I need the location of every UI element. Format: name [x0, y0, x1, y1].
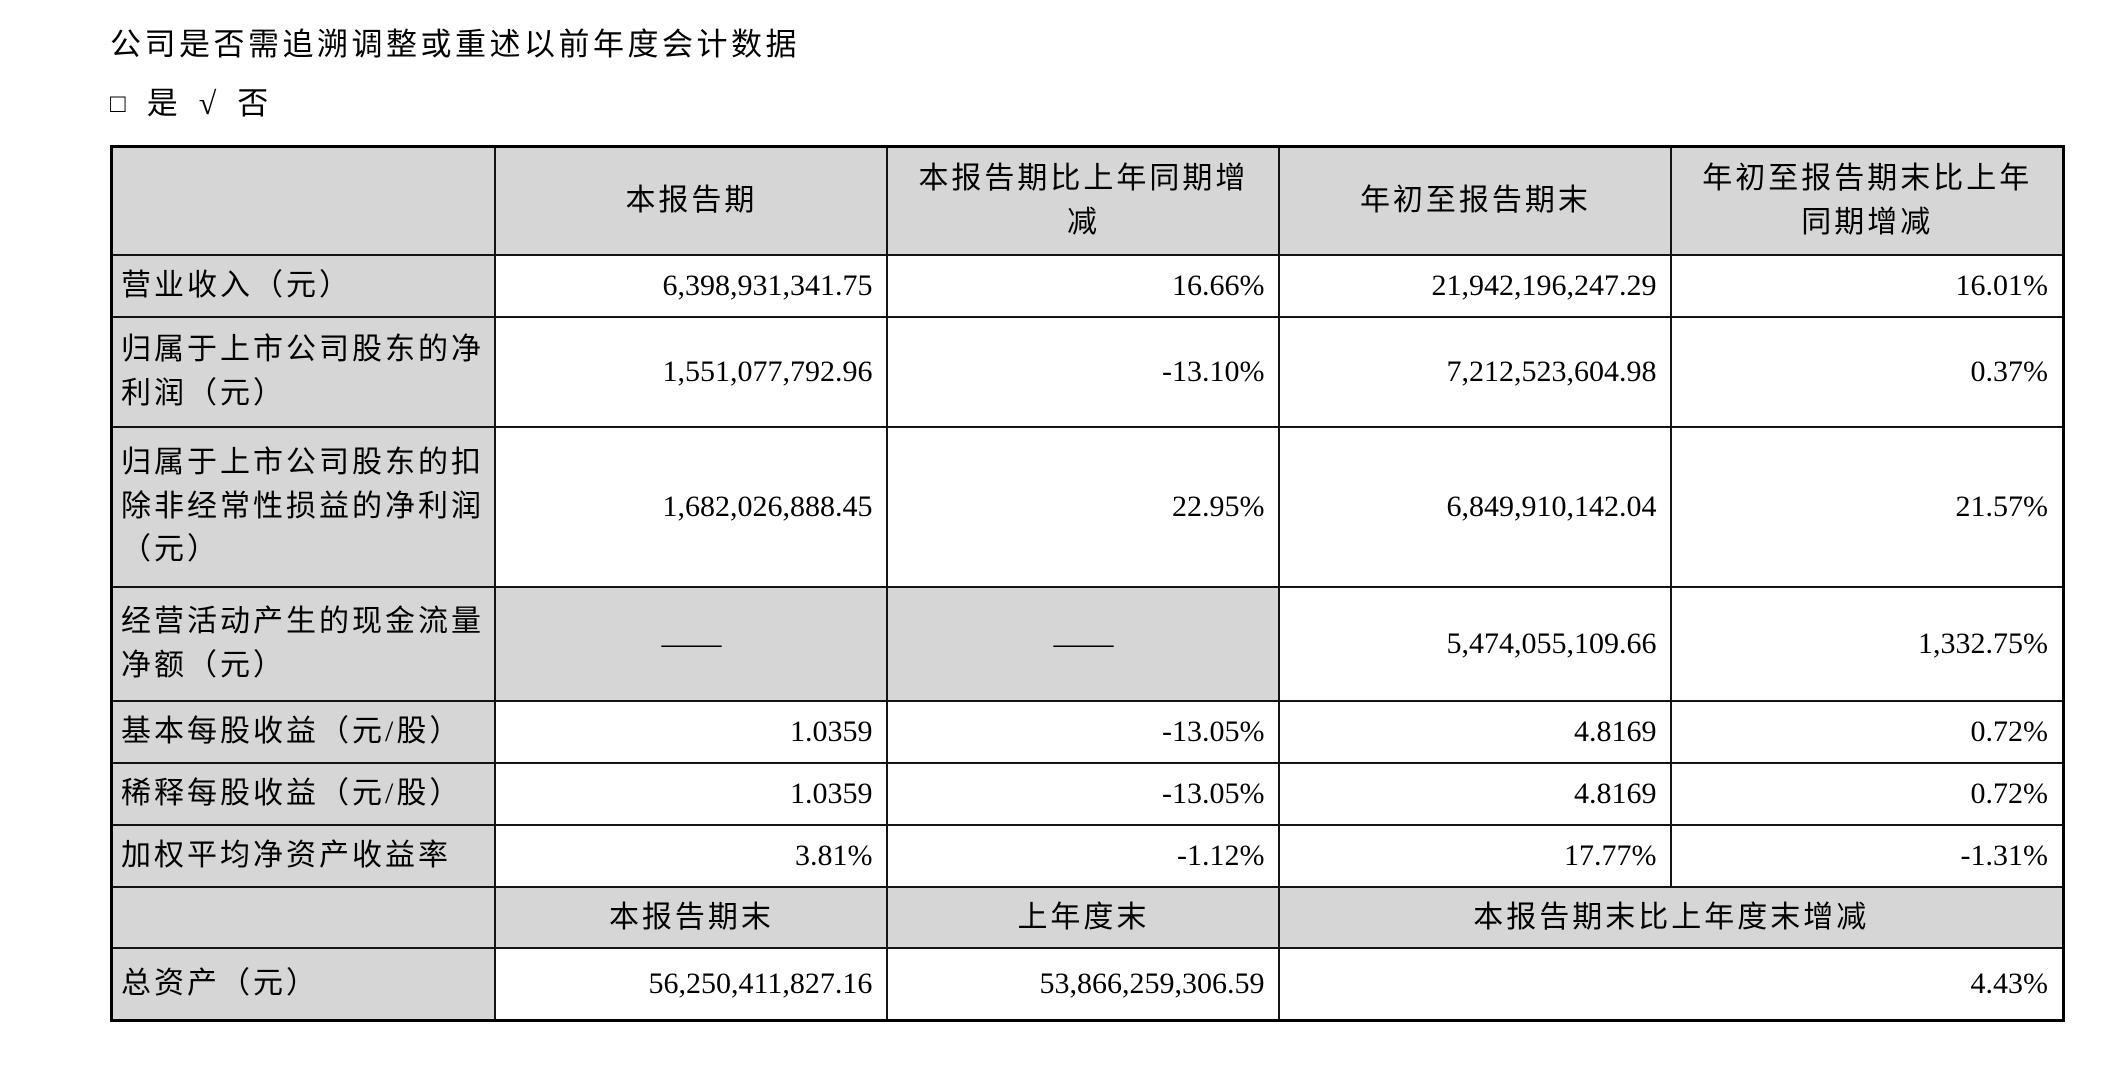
metric-value: 4.8169 — [1278, 761, 1673, 826]
table-second-header-row: 本报告期末 上年度末 本报告期末比上年度末增减 — [110, 885, 2065, 950]
metric-value: 0.37% — [1670, 315, 2065, 428]
metric-value: 16.66% — [886, 253, 1281, 318]
col-header-end-of-period: 本报告期末 — [494, 885, 889, 950]
metric-label: 基本每股收益（元/股） — [110, 699, 497, 764]
metric-value: 22.95% — [886, 425, 1281, 588]
col-header-end-of-prior-year: 上年度末 — [886, 885, 1281, 950]
check-mark-icon: √ — [198, 85, 218, 122]
restatement-question: 公司是否需追溯调整或重述以前年度会计数据 — [110, 27, 800, 62]
metric-value: -1.31% — [1670, 823, 2065, 888]
table-row-operating-cash-flow: 经营活动产生的现金流量净额（元） —— —— 5,474,055,109.66 … — [110, 585, 2065, 702]
metric-label: 归属于上市公司股东的净利润（元） — [110, 315, 497, 428]
metric-value: 0.72% — [1670, 761, 2065, 826]
label-yes: 是 — [146, 86, 179, 122]
col-header-ytd: 年初至报告期末 — [1278, 145, 1673, 256]
metric-value: 3.81% — [494, 823, 889, 888]
metric-value: 56,250,411,827.16 — [494, 947, 889, 1022]
metric-value: 0.72% — [1670, 699, 2065, 764]
metric-value: 53,866,259,306.59 — [886, 947, 1281, 1022]
table-row-diluted-eps: 稀释每股收益（元/股） 1.0359 -13.05% 4.8169 0.72% — [110, 761, 2065, 826]
metric-label: 总资产（元） — [110, 947, 497, 1022]
metric-value: 21.57% — [1670, 425, 2065, 588]
metric-value: 1,682,026,888.45 — [494, 425, 889, 588]
col-header-current-period-yoy-change: 本报告期比上年同期增减 — [886, 145, 1281, 256]
metric-value: 7,212,523,604.98 — [1278, 315, 1673, 428]
col-header-change-vs-prior-year-end: 本报告期末比上年度末增减 — [1278, 885, 2065, 950]
metric-value: 1.0359 — [494, 761, 889, 826]
metric-value: 1,551,077,792.96 — [494, 315, 889, 428]
table-header-row: 本报告期 本报告期比上年同期增减 年初至报告期末 年初至报告期末比上年同期增减 — [110, 145, 2065, 256]
metric-value-na: —— — [494, 585, 889, 702]
metric-label: 加权平均净资产收益率 — [110, 823, 497, 888]
table-row-total-assets: 总资产（元） 56,250,411,827.16 53,866,259,306.… — [110, 947, 2065, 1022]
label-no: 否 — [237, 86, 270, 122]
metric-label: 稀释每股收益（元/股） — [110, 761, 497, 826]
table-row-weighted-avg-roe: 加权平均净资产收益率 3.81% -1.12% 17.77% -1.31% — [110, 823, 2065, 888]
metric-label: 归属于上市公司股东的扣除非经常性损益的净利润（元） — [110, 425, 497, 588]
metric-value: 6,849,910,142.04 — [1278, 425, 1673, 588]
metric-value: -13.05% — [886, 699, 1281, 764]
table-row-basic-eps: 基本每股收益（元/股） 1.0359 -13.05% 4.8169 0.72% — [110, 699, 2065, 764]
metric-value: -1.12% — [886, 823, 1281, 888]
metric-value: 4.8169 — [1278, 699, 1673, 764]
document-page: 公司是否需追溯调整或重述以前年度会计数据 □ 是 √ 否 本报告期 本报告期比上年同期… — [110, 27, 2066, 1022]
metric-value-na: —— — [886, 585, 1281, 702]
metric-value: 6,398,931,341.75 — [494, 253, 889, 318]
metric-value: -13.05% — [886, 761, 1281, 826]
metric-label: 营业收入（元） — [110, 253, 497, 318]
header-empty-cell — [110, 885, 497, 950]
metric-value: 16.01% — [1670, 253, 2065, 318]
col-header-ytd-yoy-change: 年初至报告期末比上年同期增减 — [1670, 145, 2065, 256]
metric-value: 21,942,196,247.29 — [1278, 253, 1673, 318]
col-header-current-period: 本报告期 — [494, 145, 889, 256]
metric-value: 1,332.75% — [1670, 585, 2065, 702]
metric-value: 1.0359 — [494, 699, 889, 764]
table-row-net-profit-excl-nonrecurring: 归属于上市公司股东的扣除非经常性损益的净利润（元） 1,682,026,888.… — [110, 425, 2065, 588]
table-row-revenue: 营业收入（元） 6,398,931,341.75 16.66% 21,942,1… — [110, 253, 2065, 318]
financial-summary-table: 本报告期 本报告期比上年同期增减 年初至报告期末 年初至报告期末比上年同期增减 … — [110, 145, 2065, 1022]
metric-label: 经营活动产生的现金流量净额（元） — [110, 585, 497, 702]
metric-value: 5,474,055,109.66 — [1278, 585, 1673, 702]
header-empty-cell — [110, 145, 497, 256]
metric-value: -13.10% — [886, 315, 1281, 428]
checkbox-yes-icon: □ — [110, 89, 127, 119]
table-row-net-profit: 归属于上市公司股东的净利润（元） 1,551,077,792.96 -13.10… — [110, 315, 2065, 428]
yes-no-check-line: □ 是 √ 否 — [110, 78, 2066, 123]
metric-value: 4.43% — [1278, 947, 2065, 1022]
metric-value: 17.77% — [1278, 823, 1673, 888]
